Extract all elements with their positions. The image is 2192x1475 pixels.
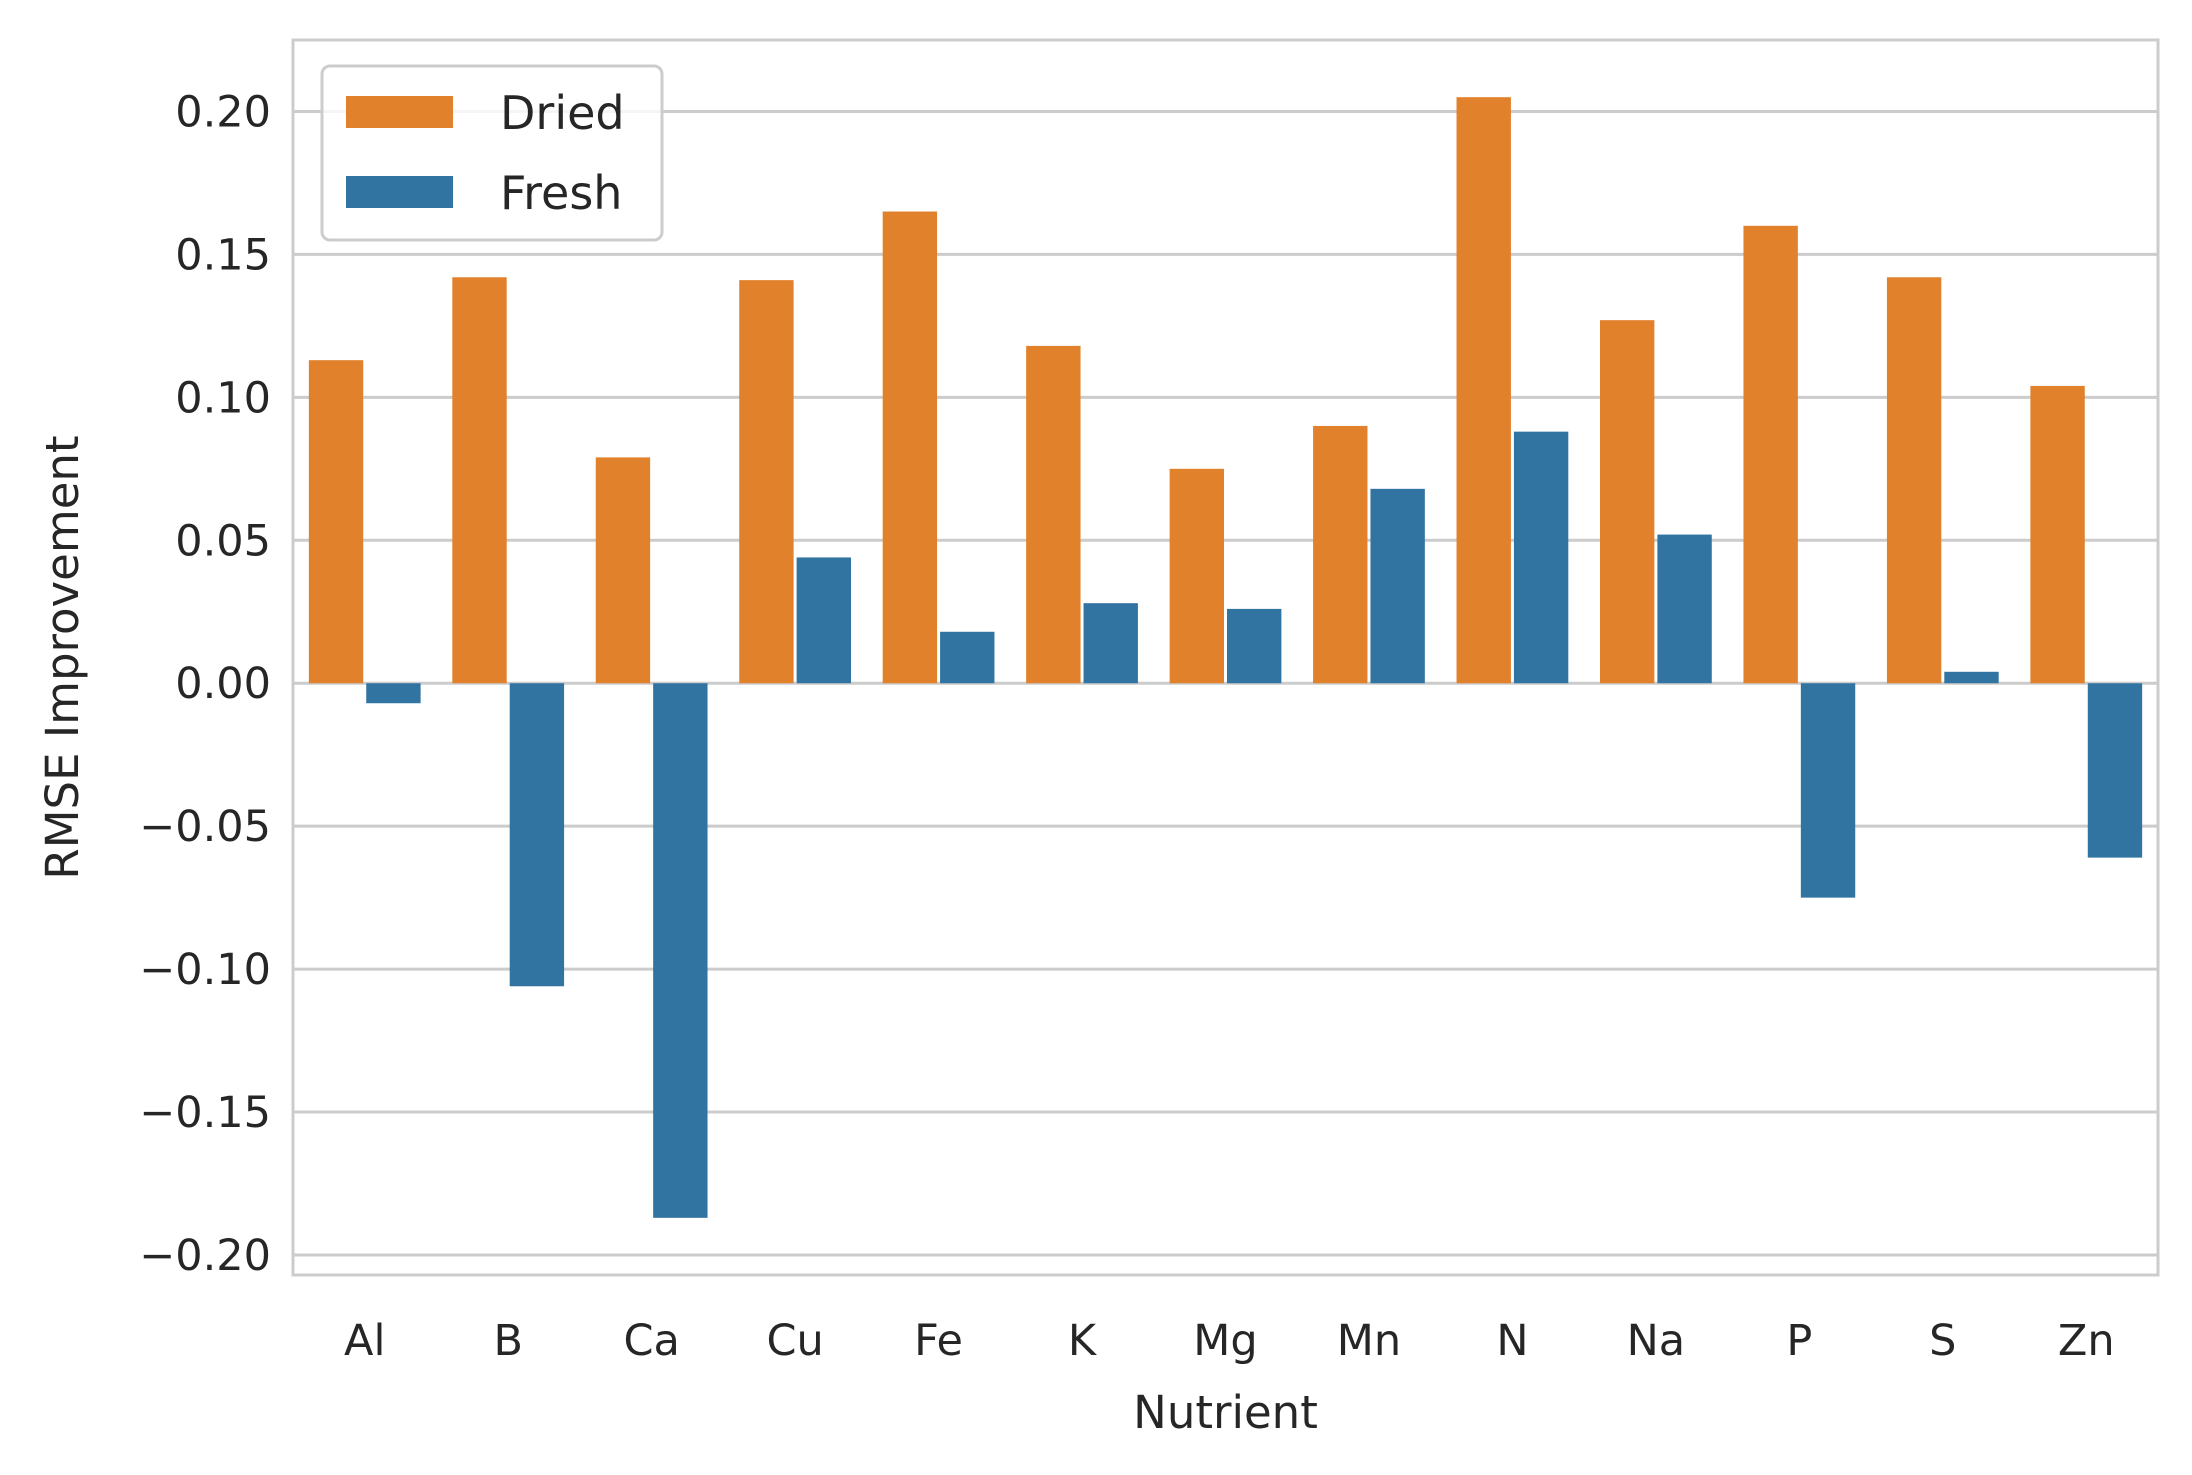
x-tick-label: Na (1627, 1316, 1686, 1366)
x-tick-label: N (1496, 1316, 1528, 1366)
bar-fresh-p (1800, 683, 1856, 898)
bar-fresh-al (366, 683, 421, 704)
x-tick-label: S (1929, 1316, 1956, 1366)
y-tick-label: −0.15 (139, 1088, 271, 1138)
bar-fresh-na (1657, 534, 1712, 684)
y-tick-label: −0.05 (139, 802, 271, 852)
bar-fresh-fe (940, 631, 995, 684)
bar-dried-mn (1313, 425, 1368, 684)
bar-dried-mg (1169, 468, 1224, 684)
bar-fresh-n (1513, 431, 1569, 684)
x-tick-label: Ca (623, 1316, 679, 1366)
bar-fresh-cu (796, 557, 851, 684)
bars (308, 97, 2143, 1218)
y-tick-label: −0.20 (139, 1231, 271, 1281)
y-axis-ticks: −0.20 −0.15 −0.10 −0.05 0.00 0.05 0.10 0.15 0.20 (139, 87, 271, 1281)
bar-dried-na (1600, 320, 1655, 684)
y-tick-label: 0.20 (175, 87, 271, 137)
bar-dried-s (1886, 277, 1942, 684)
x-tick-label: Mg (1193, 1316, 1257, 1366)
legend-label-dried: Dried (500, 86, 625, 140)
grid-lines (293, 109, 2158, 1257)
bar-fresh-s (1944, 671, 1999, 684)
bar-dried-p (1743, 225, 1798, 684)
bar-fresh-zn (2087, 683, 2143, 858)
x-tick-label: Mn (1337, 1316, 1401, 1366)
legend-swatch-fresh (346, 176, 453, 208)
legend-label-fresh: Fresh (500, 166, 622, 220)
plot-frame (291, 38, 2160, 1277)
x-tick-label: Fe (914, 1316, 963, 1366)
x-tick-label: Al (344, 1316, 385, 1366)
bar-dried-b (452, 277, 507, 684)
y-tick-label: 0.00 (175, 659, 271, 709)
y-tick-label: 0.10 (175, 373, 271, 423)
bar-fresh-k (1083, 603, 1138, 684)
x-tick-label: P (1786, 1316, 1812, 1366)
x-axis-label: Nutrient (1133, 1386, 1318, 1439)
x-tick-label: K (1068, 1316, 1098, 1366)
x-tick-label: Zn (2058, 1316, 2115, 1366)
bar-dried-cu (739, 280, 794, 684)
bar-fresh-mn (1370, 488, 1425, 684)
y-tick-label: 0.05 (175, 516, 271, 566)
x-axis-ticks: Al B Ca Cu Fe K Mg Mn N Na P S Zn (344, 1316, 2115, 1366)
y-tick-label: 0.15 (175, 230, 271, 280)
bar-dried-k (1026, 345, 1081, 684)
y-tick-label: −0.10 (139, 945, 271, 995)
bar-dried-zn (2030, 385, 2085, 684)
bar-dried-fe (882, 211, 938, 684)
bar-fresh-ca (653, 683, 708, 1218)
legend: Dried Fresh (320, 64, 664, 242)
y-axis-label: RMSE Improvement (36, 435, 89, 879)
bar-dried-ca (595, 457, 651, 684)
legend-swatch-dried (346, 96, 453, 128)
x-tick-label: B (493, 1316, 523, 1366)
bar-dried-al (308, 360, 364, 684)
bar-fresh-mg (1227, 608, 1282, 684)
x-tick-label: Cu (766, 1316, 823, 1366)
bar-dried-n (1456, 97, 1511, 684)
bar-fresh-b (509, 683, 565, 987)
